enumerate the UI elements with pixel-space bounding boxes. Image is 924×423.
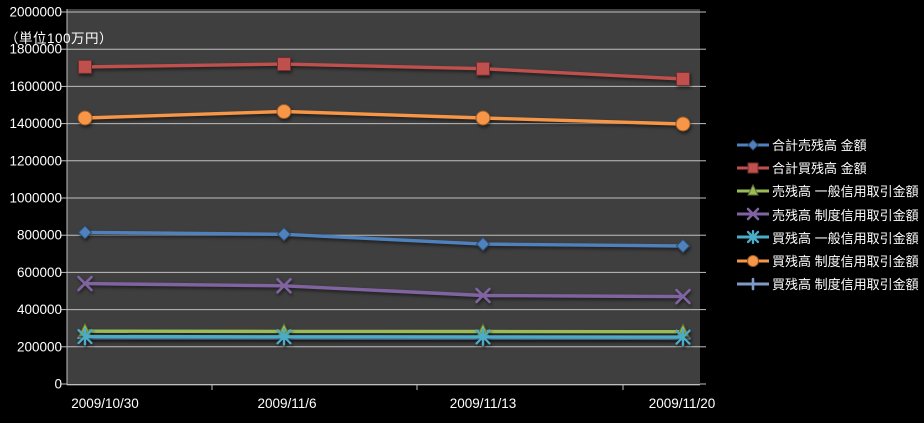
legend-label: 売残高 制度信用取引金額 [772, 207, 919, 223]
legend-item: 買残高 一般信用取引金額 [736, 226, 919, 249]
y-axis-label: 1200000 [9, 153, 62, 168]
series-0 [77, 225, 691, 254]
y-axis-label: 1600000 [9, 79, 62, 94]
legend-marker-plus-icon [737, 277, 769, 291]
legend-label: 買残高 制度信用取引金額 [772, 277, 919, 293]
legend-item: 売残高 一般信用取引金額 [736, 179, 919, 202]
x-axis-label: 2009/10/30 [71, 396, 139, 411]
series-line [83, 281, 685, 299]
y-axis-label: 600000 [17, 265, 62, 280]
unit-label: （単位100万円） [5, 31, 114, 46]
legend-marker-triangle-icon [737, 183, 769, 196]
chart-legend: 合計売残高 金額 合計買残高 金額売残高 一般信用取引金額 売残高 制度信用取引金額… [736, 133, 919, 295]
legend-marker-circle-icon [737, 254, 769, 267]
y-axis-label: 200000 [17, 339, 62, 354]
series-4 [77, 327, 691, 346]
series-3 [77, 275, 691, 305]
series-1 [78, 57, 690, 86]
legend-item: 合計売残高 金額 [736, 133, 919, 156]
series-line [83, 334, 685, 339]
series-line [83, 329, 685, 334]
y-axis-label: 2000000 [9, 5, 62, 20]
legend-label: 買残高 一般信用取引金額 [772, 230, 919, 246]
series-line [83, 62, 685, 81]
series-line [83, 109, 685, 126]
legend-marker-x-icon [737, 207, 769, 221]
y-axis-label: 1400000 [9, 116, 62, 131]
y-axis-label: 0 [54, 377, 62, 392]
legend-label: 買残高 制度信用取引金額 [772, 254, 919, 270]
y-axis-label: 1800000 [9, 42, 62, 57]
legend-item: 売残高 制度信用取引金額 [736, 203, 919, 226]
legend-item: 買残高 制度信用取引金額 [736, 272, 919, 295]
y-axis-label: 800000 [17, 228, 62, 243]
y-axis-label: 1000000 [9, 191, 62, 206]
series-line [83, 230, 685, 248]
series-5 [77, 104, 691, 132]
legend-label: 合計売残高 金額 [772, 138, 867, 154]
legend-item: 合計買残高 金額 [736, 156, 919, 179]
legend-marker-star-icon [737, 230, 769, 245]
legend-marker-square-icon [737, 162, 769, 174]
x-axis-label: 2009/11/6 [257, 396, 316, 411]
legend-label: 合計買残高 金額 [772, 161, 867, 177]
x-axis-label: 2009/11/20 [649, 396, 716, 411]
legend-item: 買残高 制度信用取引金額 [736, 249, 919, 272]
legend-marker-diamond-icon [737, 138, 769, 151]
y-axis-label: 400000 [17, 302, 62, 317]
legend-label: 売残高 一般信用取引金額 [772, 184, 919, 200]
x-axis-label: 2009/11/13 [450, 396, 517, 411]
